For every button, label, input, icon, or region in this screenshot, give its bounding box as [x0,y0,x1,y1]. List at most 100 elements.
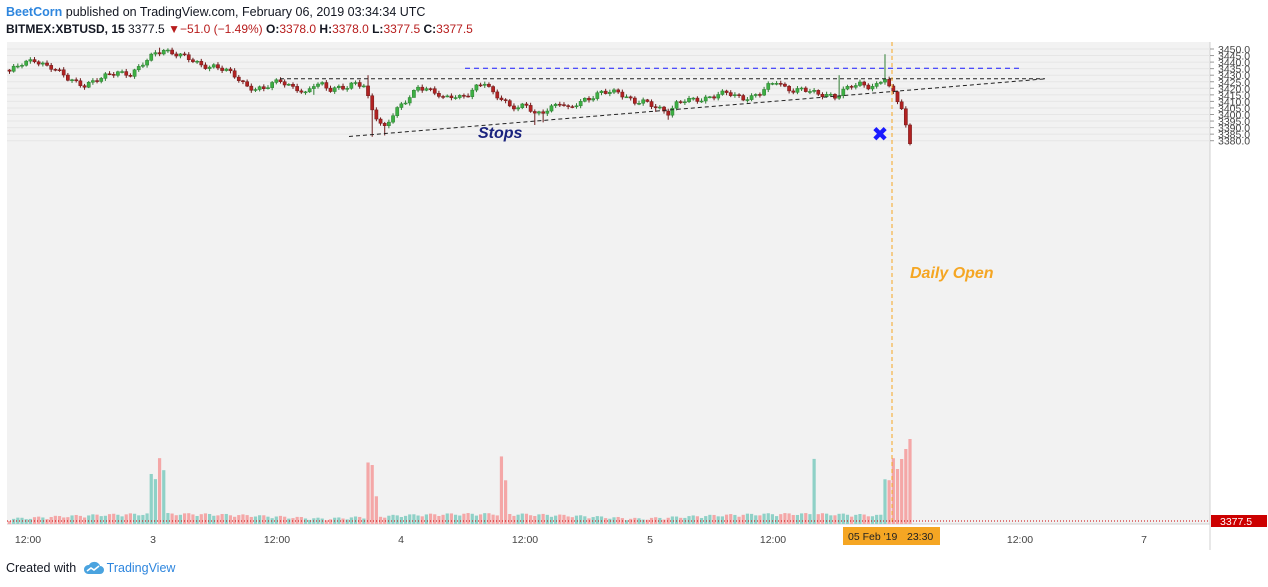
candle-up [453,97,458,99]
volume-bar [829,515,833,524]
volume-bar [170,513,174,524]
price-axis[interactable]: 3380.03385.03390.03395.03400.03405.03410… [7,44,1267,528]
candle-down [228,68,233,72]
publish-info: BeetCorn published on TradingView.com, F… [6,5,425,19]
candle-down [895,91,900,103]
volume-bar [616,516,620,524]
volume-bar [216,515,220,524]
candle-down [82,85,87,88]
candle-up [691,97,696,100]
volume-bar [850,516,854,524]
candle-down [603,90,608,94]
candle-down [478,84,483,87]
support-trendline [348,78,1046,138]
volume-bar [629,518,633,524]
volume-bar [499,456,504,524]
candle-down [528,105,533,112]
candle-down [849,86,854,88]
volume-bar [24,519,28,524]
price-change: −51.0 (−1.49%) [179,22,263,36]
footer: Created with TradingView [6,561,175,575]
candle-down [487,83,491,87]
volume-bar [178,514,183,524]
volume-bar [587,518,591,524]
candle-up [311,86,316,89]
candle-up [637,103,641,105]
y-tick-label: 3395.0 [1218,116,1250,128]
candle-down [432,88,437,94]
symbol-label: BITMEX:XBTUSD, 15 [6,22,125,36]
volume-bar [795,514,800,524]
candle-down [236,76,241,81]
candle-up [878,81,883,84]
volume-bar [316,517,320,524]
candle-up [403,102,408,105]
candle-up [482,83,487,86]
candle-down [737,94,741,96]
volume-bar [387,515,391,524]
candle-down [374,109,379,120]
volume-bar [875,514,879,524]
candle-up [336,85,341,88]
candle-down [758,94,762,96]
volume-bar [574,515,579,524]
candle-up [286,84,291,86]
candle-up [853,85,858,88]
candle-down [249,85,254,91]
volume-bar [245,515,249,524]
volume-bar [537,514,541,524]
volume-bar [737,516,741,524]
volume-bar [787,513,791,524]
candle-down [557,103,562,106]
candle-up [266,87,270,89]
volume-bar [804,513,808,524]
candle-up [416,86,420,91]
candle-down [695,97,700,102]
time-axis[interactable]: 12:00 3 12:00 4 12:00 5 12:00 12:00 7 05 Feb '19 2… [15,527,1147,546]
candle-up [753,94,758,96]
candle-down [170,49,174,55]
candle-up [399,103,404,108]
volume-bar [358,516,362,524]
candle-down [191,59,195,62]
author-link[interactable]: BeetCorn [6,5,63,19]
volume-bar [462,513,466,524]
volume-bar [287,518,291,524]
candle-up [153,52,158,55]
volume-bar [779,514,783,524]
candle-down [341,85,345,90]
volume-bar [516,514,520,524]
volume-bar [199,514,203,524]
candle-up [91,80,95,83]
candle-up [224,68,229,71]
candle-up [387,121,391,126]
volume-bar [833,515,837,524]
candle-down [216,64,220,69]
close-label: C: [420,22,437,36]
volume-bar [900,459,904,524]
candle-down [778,83,783,85]
candle-down [712,96,716,99]
volume-bar [754,515,758,524]
candle-down [174,53,179,57]
candle-down [57,69,62,71]
volume-bar [708,514,712,524]
candle-up [412,89,416,98]
candle-down [441,96,445,98]
plot-area[interactable] [7,42,1210,524]
low-label: L: [368,22,384,36]
candle-up [553,103,558,107]
volume-bar [825,513,829,524]
candle-down [291,84,295,87]
volume-bar [720,516,724,524]
candle-down [666,110,671,116]
candle-down [295,86,300,92]
candle-down [186,54,191,60]
volume-bar [458,515,462,524]
candle-down [507,100,512,107]
volume-bar [7,521,12,524]
tradingview-brand[interactable]: TradingView [106,561,176,575]
candle-up [28,59,33,62]
volume-bar [345,519,349,524]
